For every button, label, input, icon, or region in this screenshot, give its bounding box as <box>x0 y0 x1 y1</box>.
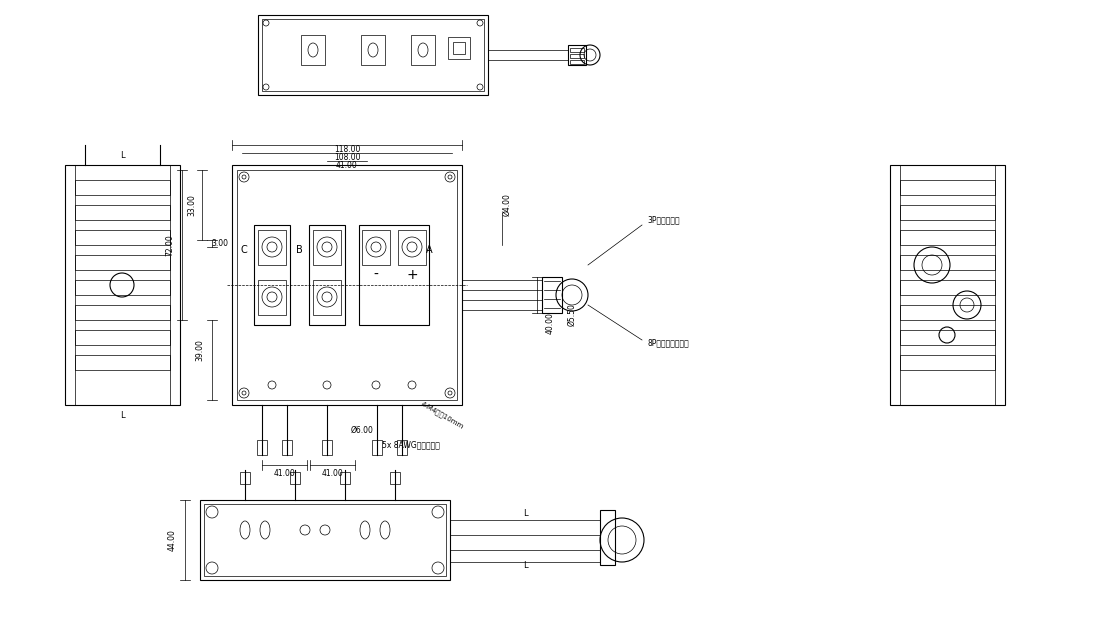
Text: 5x 8AWG黑色硅胶线: 5x 8AWG黑色硅胶线 <box>382 440 439 449</box>
Bar <box>254 225 290 325</box>
Text: 118.00: 118.00 <box>334 146 360 154</box>
Text: +: + <box>406 268 417 282</box>
Bar <box>322 440 332 455</box>
Text: 41.00: 41.00 <box>273 469 294 478</box>
Bar <box>900 230 995 245</box>
Bar <box>600 510 615 565</box>
Bar <box>900 280 995 295</box>
Bar <box>282 440 292 455</box>
Bar <box>313 280 341 315</box>
Bar <box>372 440 382 455</box>
Bar <box>570 54 584 58</box>
Text: A: A <box>426 245 433 255</box>
Bar <box>75 180 170 195</box>
Text: L: L <box>120 151 124 159</box>
Bar <box>397 440 407 455</box>
Bar <box>240 472 250 484</box>
Text: L: L <box>523 561 527 570</box>
Text: 8P霍尔传感防水线: 8P霍尔传感防水线 <box>646 338 689 348</box>
Bar <box>237 170 457 400</box>
Text: 41.00: 41.00 <box>337 161 358 169</box>
Bar <box>570 48 584 52</box>
Bar <box>258 230 286 265</box>
Bar <box>340 472 350 484</box>
Bar <box>453 42 465 54</box>
Bar <box>570 60 584 64</box>
Bar <box>75 355 170 370</box>
Text: 40.00: 40.00 <box>546 312 555 334</box>
Bar <box>890 165 1005 405</box>
Bar <box>65 165 180 405</box>
Text: 41.00: 41.00 <box>321 469 343 478</box>
Text: -: - <box>373 268 379 282</box>
Bar <box>262 19 484 91</box>
Bar <box>411 35 435 65</box>
Bar <box>75 205 170 220</box>
Bar <box>75 305 170 320</box>
Text: 44.00: 44.00 <box>167 529 176 551</box>
Bar <box>75 330 170 345</box>
Text: C: C <box>240 245 247 255</box>
Bar <box>568 45 586 65</box>
Bar <box>390 472 400 484</box>
Bar <box>313 230 341 265</box>
Bar <box>399 230 426 265</box>
Bar <box>900 205 995 220</box>
Text: 39.00: 39.00 <box>196 339 205 361</box>
Bar <box>900 255 995 270</box>
Bar <box>232 165 462 405</box>
Bar <box>257 440 267 455</box>
Bar <box>359 225 430 325</box>
Text: L: L <box>120 411 124 420</box>
Text: 3P温感防水线: 3P温感防水线 <box>646 215 680 224</box>
Bar <box>75 255 170 270</box>
Bar <box>448 37 470 59</box>
Bar <box>900 305 995 320</box>
Bar <box>258 15 488 95</box>
Text: Ø4.00: Ø4.00 <box>503 193 511 217</box>
Bar <box>75 230 170 245</box>
Text: B: B <box>296 245 302 255</box>
Bar <box>258 280 286 315</box>
Bar <box>362 230 390 265</box>
Bar <box>900 330 995 345</box>
Text: L: L <box>523 510 527 518</box>
Bar <box>900 355 995 370</box>
Bar <box>309 225 345 325</box>
Bar <box>301 35 325 65</box>
Text: 33.00: 33.00 <box>187 194 197 216</box>
Bar <box>204 504 446 576</box>
Bar <box>290 472 300 484</box>
Text: 3.00: 3.00 <box>211 239 228 248</box>
Text: Ø6.00: Ø6.00 <box>351 425 373 435</box>
Bar <box>900 180 995 195</box>
Text: 108.00: 108.00 <box>333 154 360 163</box>
Bar <box>542 277 562 313</box>
Bar <box>75 280 170 295</box>
Text: Ø5.50: Ø5.50 <box>568 304 577 326</box>
Bar <box>200 500 451 580</box>
Bar <box>361 35 385 65</box>
Text: 4-M4孔深10mm: 4-M4孔深10mm <box>420 400 465 430</box>
Text: 72.00: 72.00 <box>166 234 175 256</box>
